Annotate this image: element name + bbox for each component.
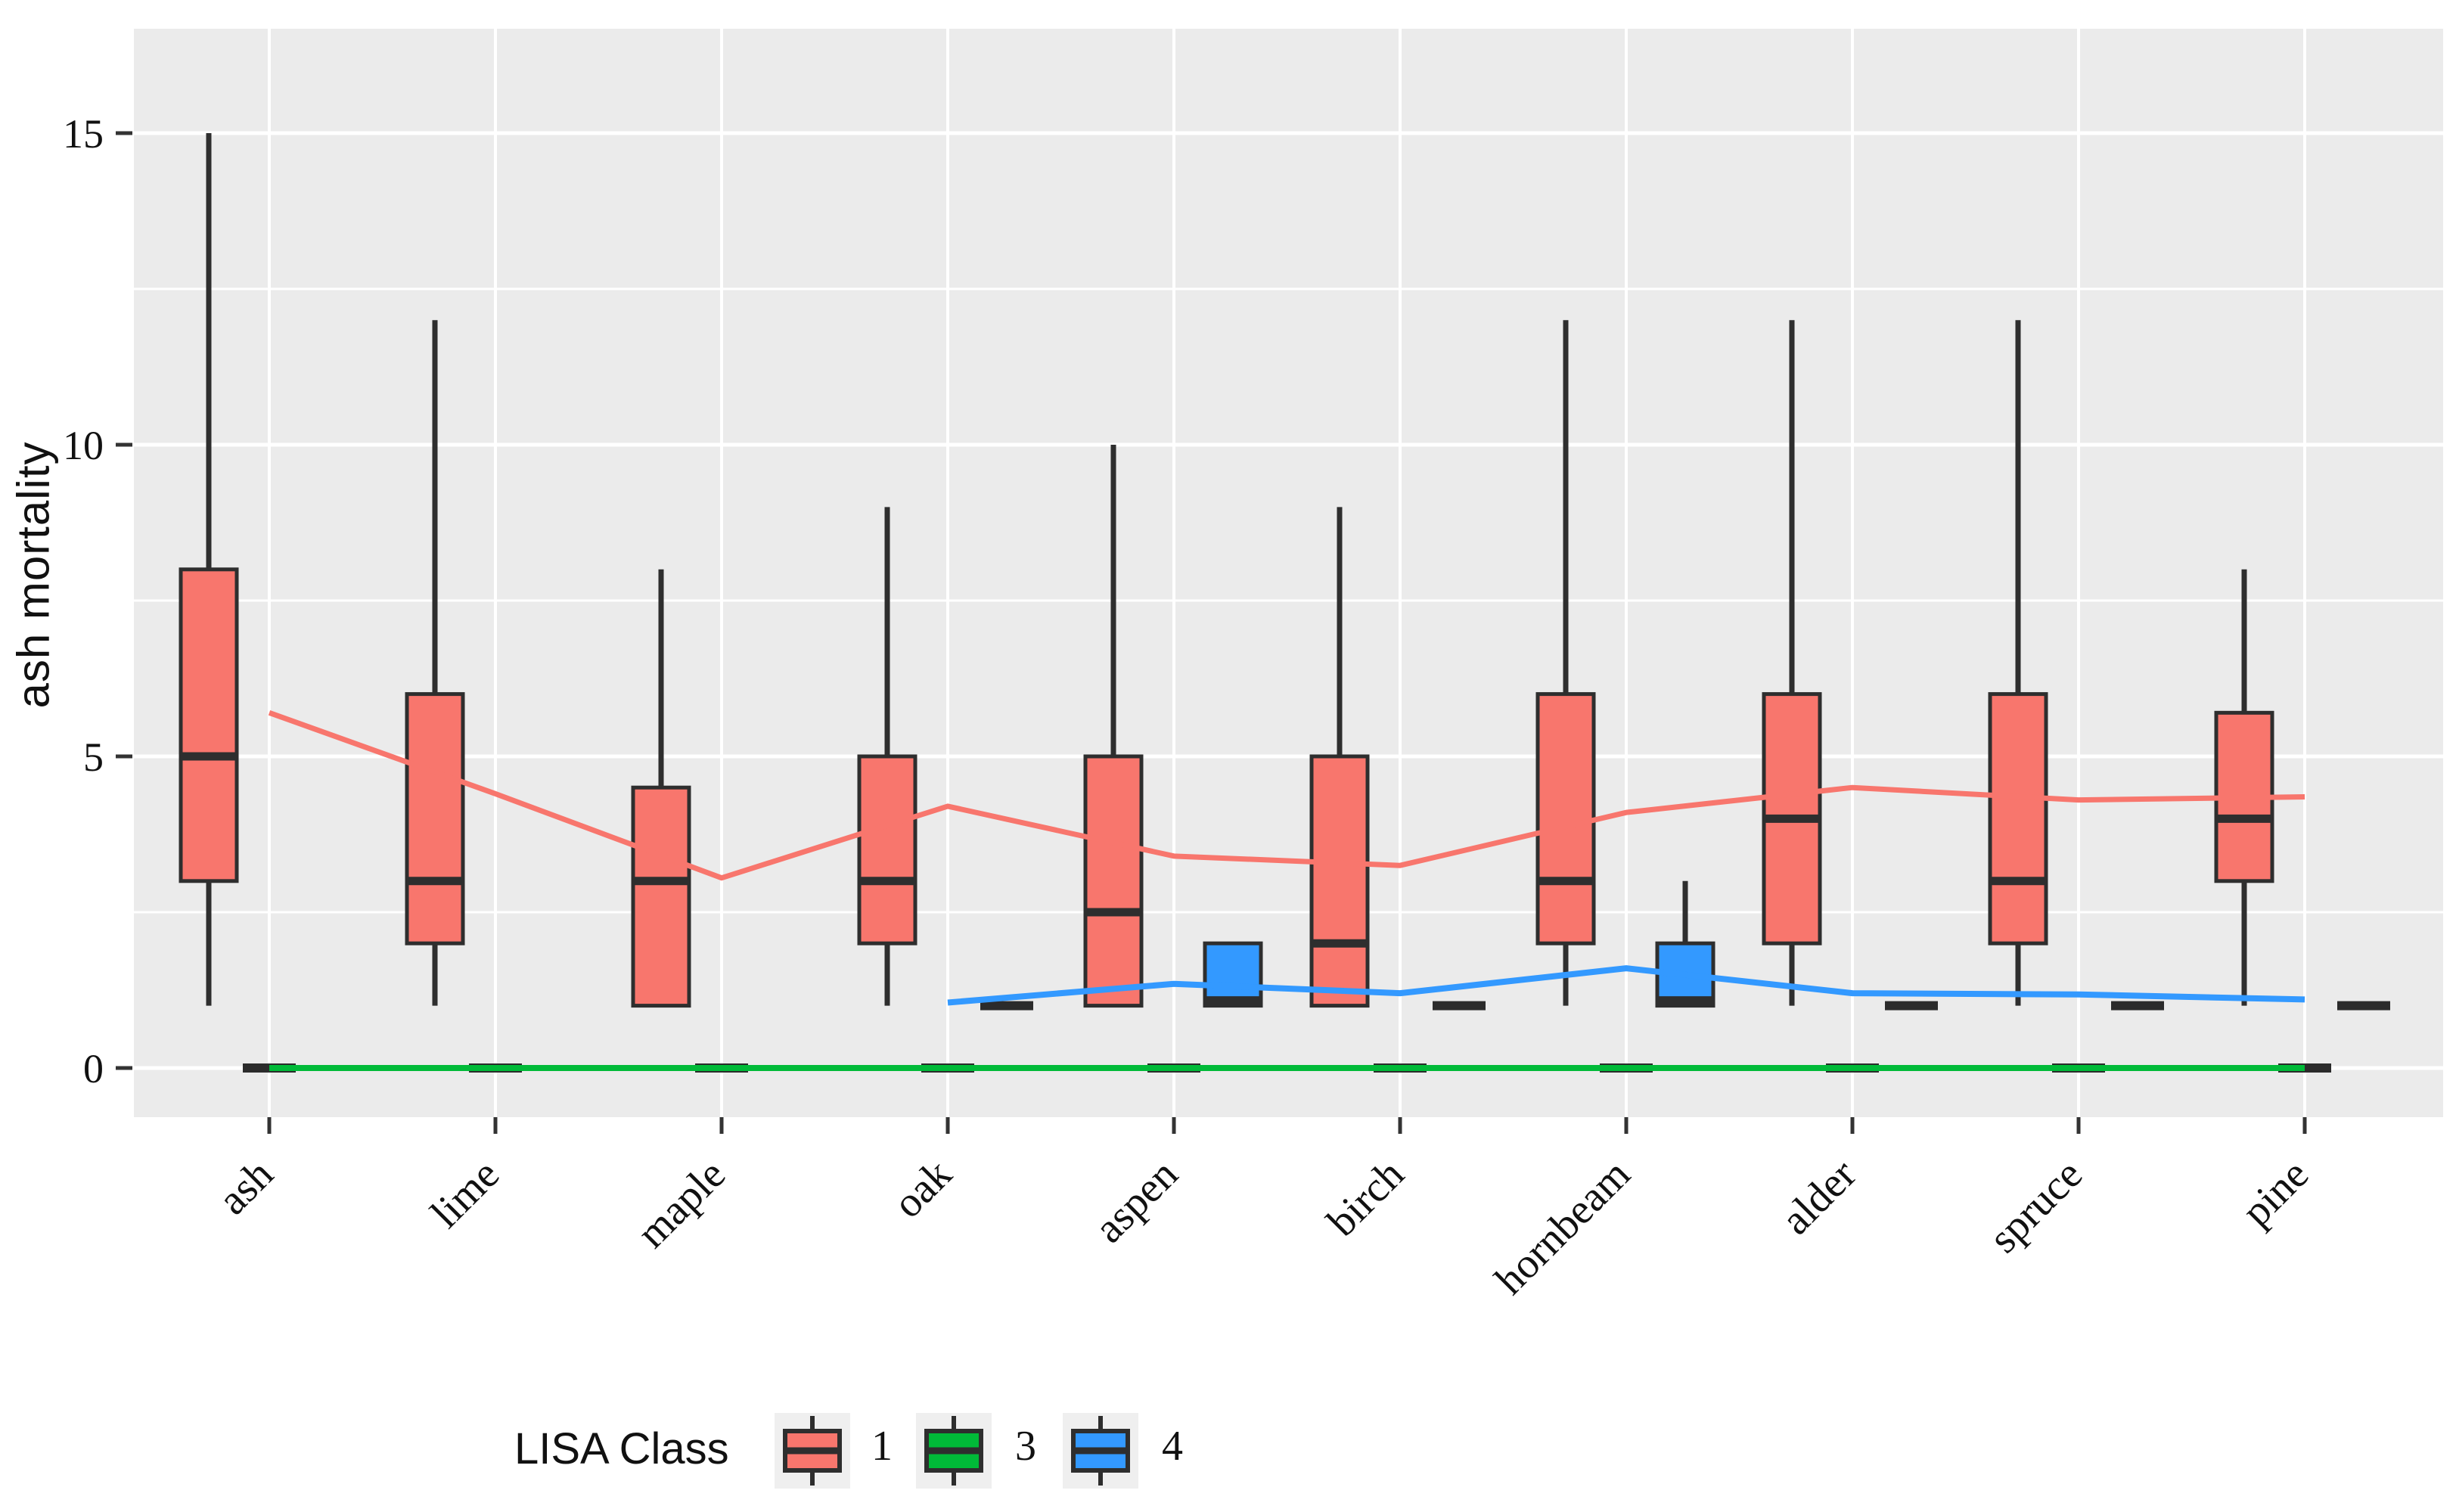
- boxplot-pine-class-4-flat: [2337, 1001, 2390, 1011]
- boxplot-lime-class-1-box: [405, 692, 465, 945]
- boxplot-oak-class-1-box: [857, 754, 918, 945]
- boxplot-spruce-class-4-flat: [2111, 1001, 2164, 1011]
- boxplot-key-icon: [1071, 1416, 1130, 1486]
- boxplot-maple-class-1-box: [631, 785, 691, 1008]
- boxplot-birch-class-1-box: [1309, 754, 1370, 1008]
- boxplot-aspen-class-4-box: [1203, 941, 1263, 1008]
- x-tick-label-birch: birch: [1318, 1150, 1413, 1245]
- legend: LISA Class 1 3: [0, 1407, 2456, 1505]
- plot-panel: [134, 29, 2443, 1117]
- x-tick-label-alder: alder: [1772, 1150, 1865, 1243]
- y-tick-label-5: 5: [83, 734, 104, 780]
- legend-key-class-1: [775, 1413, 850, 1489]
- boxplot-birch-class-4-flat: [1433, 1001, 1486, 1011]
- x-tick-label-ash: ash: [210, 1150, 283, 1224]
- legend-key-class-3: [916, 1413, 992, 1489]
- x-tick-label-pine: pine: [2233, 1150, 2318, 1235]
- boxplot-spruce-class-1-box: [1988, 692, 2048, 945]
- y-tick-label-0: 0: [83, 1046, 104, 1091]
- legend-title: LISA Class: [514, 1424, 729, 1473]
- boxplot-key-icon: [924, 1416, 983, 1486]
- boxplot-oak-class-4-flat: [980, 1001, 1033, 1011]
- boxplot-aspen-class-1-box: [1083, 754, 1144, 1008]
- x-tick-label-maple: maple: [629, 1150, 735, 1257]
- x-tick-label-spruce: spruce: [1980, 1150, 2091, 1262]
- mean-line-class-4: [947, 965, 2305, 1006]
- y-axis-title: ash mortality: [8, 441, 59, 709]
- legend-label-class-4: 4: [1162, 1423, 1183, 1470]
- y-tick-label-10: 10: [63, 423, 104, 468]
- x-tick-label-lime: lime: [422, 1150, 508, 1237]
- boxplot-alder-class-4-flat: [1885, 1001, 1938, 1011]
- boxplot-key-icon: [783, 1416, 842, 1486]
- y-tick-label-15: 15: [63, 111, 104, 157]
- legend-label-class-3: 3: [1015, 1423, 1036, 1470]
- boxplot-hornbeam-class-1-box: [1535, 692, 1596, 945]
- legend-label-class-1: 1: [871, 1423, 893, 1470]
- legend-key-class-4: [1063, 1413, 1138, 1489]
- x-tick-label-hornbeam: hornbeam: [1486, 1150, 1639, 1303]
- x-tick-label-aspen: aspen: [1085, 1150, 1187, 1252]
- mean-line-class-1: [268, 710, 2305, 881]
- boxplot-ash-class-1-box: [179, 567, 239, 883]
- x-tick-label-oak: oak: [884, 1150, 961, 1227]
